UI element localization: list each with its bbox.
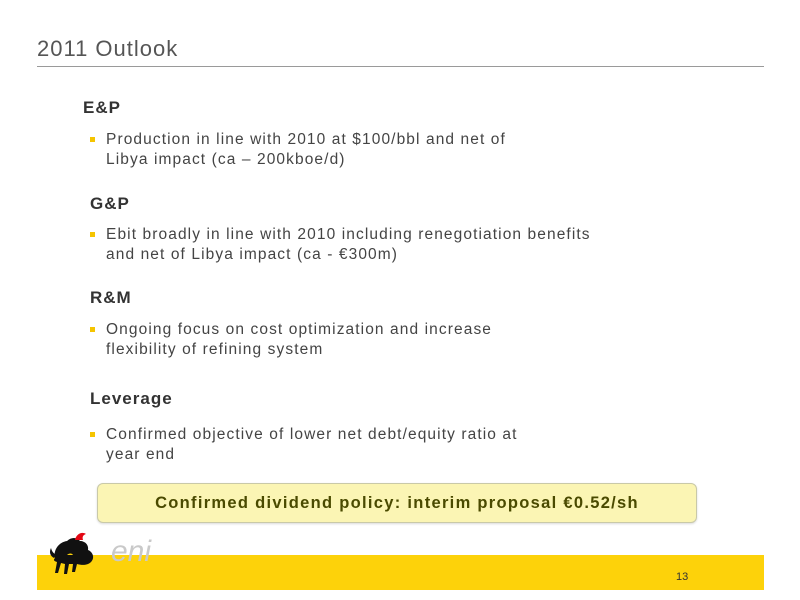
eni-logo: eni: [50, 532, 152, 574]
bullet-line: Confirmed objective of lower net debt/eq…: [106, 426, 518, 443]
bullet-line: Libya impact (ca – 200kboe/d): [106, 151, 346, 168]
page-number: 13: [676, 571, 689, 583]
dividend-callout: Confirmed dividend policy: interim propo…: [97, 483, 697, 523]
callout-text: Confirmed dividend policy: interim propo…: [155, 493, 639, 512]
bullet-item-rm: Ongoing focus on cost optimization and i…: [90, 320, 706, 360]
section-heading-gp: G&P: [90, 194, 130, 213]
section-heading-ep: E&P: [83, 98, 121, 117]
bullet-square-icon: [90, 232, 95, 237]
bullet-item-gp: Ebit broadly in line with 2010 including…: [90, 225, 706, 265]
bullet-square-icon: [90, 432, 95, 437]
bullet-square-icon: [90, 137, 95, 142]
bullet-line: Ongoing focus on cost optimization and i…: [106, 321, 493, 338]
title-divider: [37, 66, 764, 67]
section-heading-leverage: Leverage: [90, 389, 173, 408]
bullet-line: Ebit broadly in line with 2010 including…: [106, 226, 591, 243]
bullet-line: flexibility of refining system: [106, 341, 324, 358]
footer-band: [37, 555, 764, 590]
bullet-line: year end: [106, 446, 176, 463]
slide-title: 2011 Outlook: [37, 36, 179, 61]
bullet-line: and net of Libya impact (ca - €300m): [106, 246, 399, 263]
bullet-item-leverage: Confirmed objective of lower net debt/eq…: [90, 425, 706, 465]
bullet-item-ep: Production in line with 2010 at $100/bbl…: [90, 130, 706, 170]
section-heading-rm: R&M: [90, 288, 132, 307]
bullet-line: Production in line with 2010 at $100/bbl…: [106, 131, 506, 148]
eni-wordmark: eni: [111, 535, 152, 568]
bullet-square-icon: [90, 327, 95, 332]
six-legged-dog-icon: [50, 532, 94, 574]
